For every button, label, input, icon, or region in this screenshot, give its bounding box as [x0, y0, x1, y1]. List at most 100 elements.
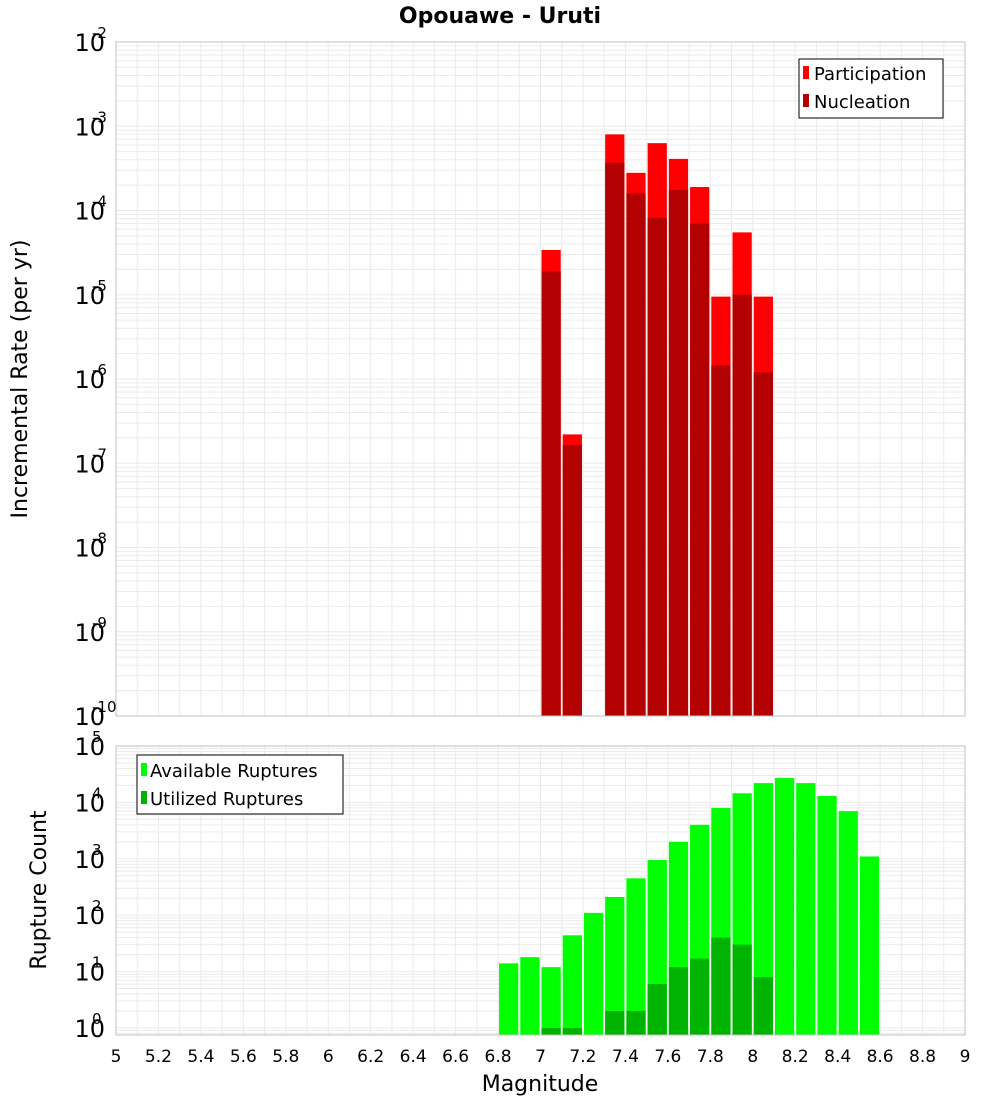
- y-tick-exponent: 0: [92, 1010, 102, 1028]
- available-ruptures-legend-swatch: [141, 763, 147, 776]
- x-tick-label: 7: [535, 1047, 546, 1067]
- y-tick-exponent: 3: [92, 841, 102, 859]
- y-tick-label: 105: [74, 728, 105, 761]
- bottom-plot-bars: [499, 778, 880, 1035]
- bar-utilized-ruptures: [626, 1010, 646, 1035]
- x-tick-label: 8.2: [782, 1047, 809, 1067]
- y-tick-exponent: -2: [92, 24, 107, 42]
- x-tick-label: 8.6: [867, 1047, 894, 1067]
- y-tick-base: 10: [74, 29, 105, 57]
- y-tick-exponent: 1: [92, 954, 102, 972]
- bar-nucleation: [626, 193, 646, 717]
- y-tick-exponent: -10: [92, 698, 117, 716]
- y-tick-exponent: -9: [92, 614, 107, 632]
- y-tick-label: 10-6: [74, 361, 107, 394]
- top-y-axis-title: Incremental Rate (per yr): [8, 240, 33, 519]
- y-tick-exponent: -4: [92, 193, 107, 211]
- x-tick-labels: 5 5.2 5.4 5.6 5.8 6 6.2 6.4 6.6 6.8 7 7.2 7.4 7.6 7.8 8…: [111, 1047, 971, 1067]
- x-tick-label: 8.8: [909, 1047, 936, 1067]
- y-tick-exponent: -6: [92, 361, 107, 379]
- bar-nucleation: [753, 372, 773, 716]
- bar-utilized-ruptures: [562, 1027, 582, 1035]
- bar-available-ruptures: [541, 967, 561, 1035]
- top-plot-frame: [115, 41, 966, 717]
- bar-available-ruptures: [838, 811, 858, 1035]
- y-tick-label: 100: [74, 1010, 105, 1043]
- bar-utilized-ruptures: [711, 937, 731, 1035]
- x-tick-label: 7.8: [697, 1047, 724, 1067]
- bar-available-ruptures: [859, 856, 880, 1035]
- nucleation-legend-swatch: [803, 94, 809, 107]
- bar-available-ruptures: [583, 912, 604, 1035]
- y-tick-exponent: -8: [92, 530, 107, 548]
- bar-available-ruptures: [796, 783, 816, 1035]
- bottom-plot-frame: [115, 745, 966, 1036]
- x-tick-label: 6.2: [357, 1047, 384, 1067]
- x-axis-title: Magnitude: [482, 1072, 599, 1097]
- top-legend-box: [798, 58, 944, 119]
- y-tick-label: 10-10: [74, 698, 116, 731]
- y-tick-label: 10-8: [74, 530, 107, 563]
- y-tick-label: 10-4: [74, 193, 107, 226]
- y-tick-base: 10: [74, 198, 105, 226]
- y-tick-base: 10: [74, 366, 105, 394]
- y-tick-label: 10-2: [74, 24, 107, 57]
- bar-utilized-ruptures: [753, 977, 773, 1035]
- y-tick-base: 10: [74, 703, 105, 731]
- x-tick-label: 5.2: [145, 1047, 172, 1067]
- bar-available-ruptures: [499, 963, 519, 1035]
- y-tick-label: 10-9: [74, 614, 107, 647]
- bar-available-ruptures: [520, 957, 540, 1035]
- utilized-ruptures-legend-swatch: [141, 791, 147, 804]
- x-tick-label: 9: [960, 1047, 971, 1067]
- y-tick-label: 10-7: [74, 445, 107, 478]
- participation-legend-swatch: [803, 66, 809, 79]
- nucleation-legend-label: Nucleation: [814, 92, 910, 113]
- participation-legend-label: Participation: [814, 64, 926, 85]
- y-tick-exponent: 4: [92, 784, 102, 802]
- x-tick-label: 5: [111, 1047, 122, 1067]
- bar-nucleation: [668, 190, 689, 716]
- bar-available-ruptures: [605, 897, 625, 1035]
- y-tick-base: 10: [74, 282, 105, 310]
- y-tick-label: 10-5: [74, 277, 107, 310]
- bar-nucleation: [690, 223, 710, 717]
- bar-utilized-ruptures: [647, 984, 667, 1035]
- bar-utilized-ruptures: [732, 944, 752, 1035]
- bottom-legend: Available Ruptures Utilized Ruptures: [136, 754, 344, 815]
- top-y-tick-labels: 10-210-310-410-510-610-710-810-910-10: [74, 24, 116, 731]
- bar-nucleation: [605, 162, 625, 716]
- bar-utilized-ruptures: [668, 967, 689, 1035]
- bar-available-ruptures: [774, 778, 795, 1035]
- x-tick-label: 5.8: [272, 1047, 299, 1067]
- y-tick-base: 10: [74, 959, 105, 987]
- x-tick-label: 5.4: [187, 1047, 214, 1067]
- top-plot-grid: [115, 42, 966, 717]
- x-tick-label: 8.4: [824, 1047, 851, 1067]
- y-tick-exponent: -7: [92, 445, 107, 463]
- x-tick-label: 7.2: [569, 1047, 596, 1067]
- y-tick-label: 103: [74, 841, 105, 874]
- bar-available-ruptures: [562, 935, 582, 1035]
- x-tick-label: 7.6: [654, 1047, 681, 1067]
- bar-available-ruptures: [753, 783, 773, 1035]
- y-tick-base: 10: [74, 902, 105, 930]
- y-tick-base: 10: [74, 789, 105, 817]
- y-tick-exponent: -3: [92, 108, 107, 126]
- bar-nucleation: [711, 365, 731, 716]
- x-tick-label: 6.8: [485, 1047, 512, 1067]
- bar-nucleation: [647, 217, 667, 717]
- bar-utilized-ruptures: [690, 958, 710, 1035]
- y-tick-label: 102: [74, 897, 105, 930]
- y-tick-exponent: -5: [92, 277, 107, 295]
- y-tick-exponent: 5: [92, 728, 102, 746]
- y-tick-base: 10: [74, 450, 105, 478]
- y-tick-base: 10: [74, 1015, 105, 1043]
- y-tick-label: 10-3: [74, 108, 107, 141]
- y-tick-base: 10: [74, 113, 105, 141]
- y-tick-exponent: 2: [92, 897, 102, 915]
- utilized-ruptures-legend-label: Utilized Ruptures: [150, 789, 303, 810]
